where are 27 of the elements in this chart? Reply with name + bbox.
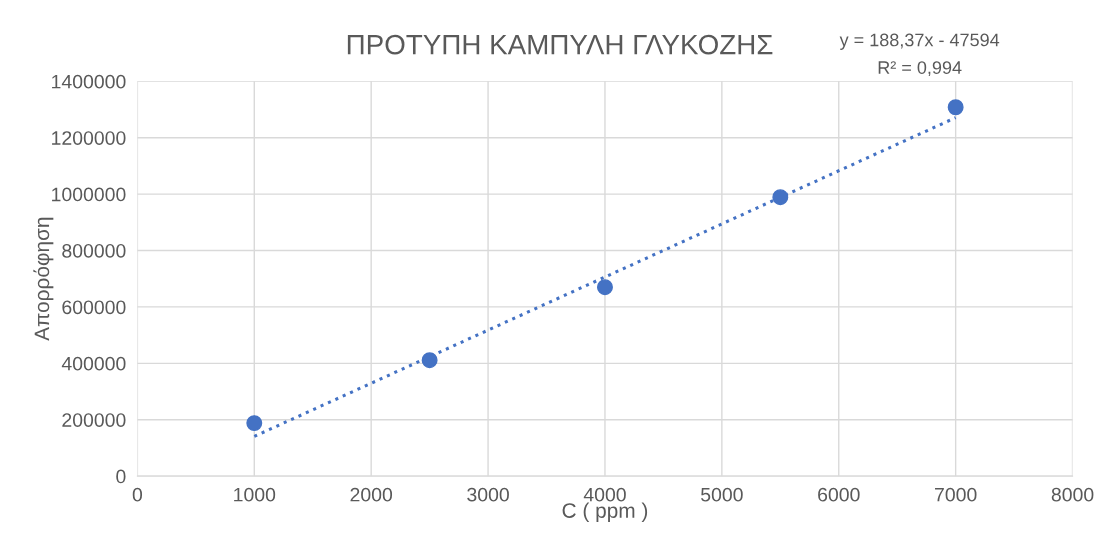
x-tick-label: 4000: [583, 487, 626, 502]
y-tick-label: 1200000: [52, 131, 126, 145]
chart-title: ΠΡΟΤΥΠΗ ΚΑΜΠΥΛΗ ΓΛΥΚΟΖΗΣ: [347, 34, 773, 55]
y-axis-title: Απορρόφηση: [33, 217, 54, 341]
x-tick-label: 1000: [234, 487, 276, 502]
x-tick-label: 5000: [701, 487, 743, 502]
x-axis-title: C ( ppm ): [562, 502, 648, 523]
y-tick-label: 800000: [62, 243, 126, 258]
point: [772, 189, 789, 206]
y-tick-label: 0: [116, 469, 126, 484]
x-tick-label: 7000: [935, 487, 977, 502]
text: y = 188,37x - 47594: [839, 33, 1000, 50]
y-tick-label: 200000: [62, 413, 126, 427]
x-tick-label: 2000: [350, 487, 393, 502]
x-tick-label: 0: [132, 487, 143, 502]
y-tick-label: 400000: [61, 356, 126, 371]
y-tick-label: 1000000: [52, 187, 126, 202]
point: [421, 352, 438, 369]
y-tick-label: 1400000: [52, 74, 126, 89]
x-tick-label: 8000: [1051, 487, 1094, 502]
y-tick-label: 600000: [62, 300, 126, 315]
text: R² = 0,994: [878, 61, 962, 77]
point: [246, 415, 263, 432]
x-tick-label: 6000: [818, 487, 860, 502]
point: [947, 99, 964, 116]
point: [596, 279, 613, 296]
x-tick-label: 3000: [467, 487, 509, 502]
